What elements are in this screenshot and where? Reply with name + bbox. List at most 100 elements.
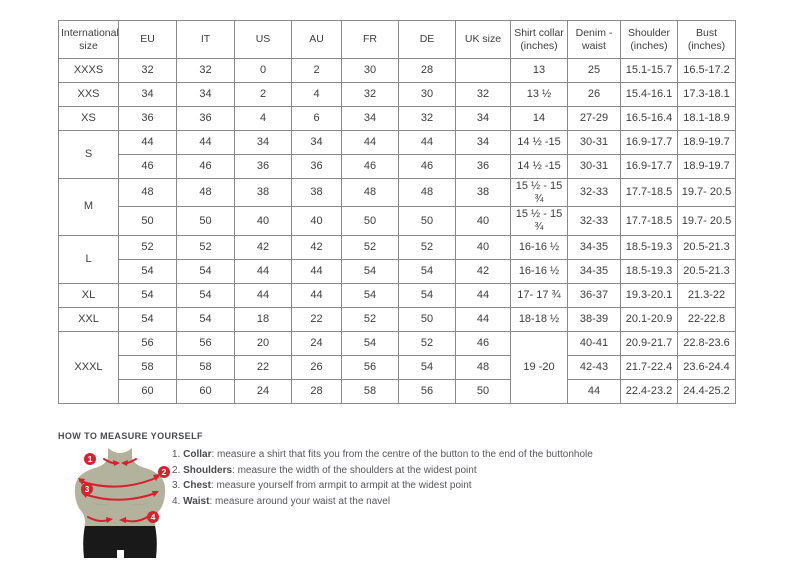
table-cell: 56 (341, 354, 399, 380)
table-cell: 50 (455, 378, 511, 404)
table-cell: 44 (341, 130, 399, 155)
table-cell: 15 ½ - 15 ¾ (510, 177, 568, 208)
header-row: International size EU IT US AU FR DE UK size Shi… (58, 20, 736, 59)
table-cell: 44 (176, 130, 235, 155)
column-header: FR (341, 20, 399, 59)
table-cell (455, 58, 511, 83)
table-cell: 48 (398, 177, 456, 208)
table-cell: 20.1-20.9 (620, 306, 678, 332)
measure-step-waist: 4. Waist: measure around your waist at t… (172, 494, 593, 510)
table-cell: 54 (176, 258, 235, 284)
table-cell: 18.9-19.7 (677, 154, 736, 179)
table-cell: 18.5-19.3 (620, 234, 678, 260)
table-cell: 16-16 ½ (510, 258, 568, 284)
table-cell: 52 (398, 330, 456, 356)
table-cell: 17.3-18.1 (677, 82, 736, 107)
chest-shading (90, 502, 150, 506)
table-row: M 48 48 38 38 48 48 38 15 ½ - 15 ¾ 32-33 17.7-18.5… (58, 177, 736, 236)
table-cell: 16.9-17.7 (620, 130, 678, 155)
table-cell: 13 ½ (510, 82, 568, 107)
table-cell: 58 (176, 354, 235, 380)
table-cell: 46 (176, 154, 235, 179)
table-cell: 58 (341, 378, 399, 404)
table-cell: 36 (118, 106, 177, 131)
table-cell: 27-29 (567, 106, 621, 131)
table-row: 50 50 40 40 50 50 40 15 ½ - 15 ¾ 32-33 17.7-18.5 1… (59, 206, 736, 236)
table-cell: 19.7- 20.5 (677, 177, 736, 208)
table-cell: 17.7-18.5 (620, 177, 678, 208)
table-cell: 34 (291, 130, 342, 155)
waist-arrow-right (123, 515, 150, 523)
table-cell: 44 (567, 378, 621, 404)
table-cell: 15.4-16.1 (620, 82, 678, 107)
table-cell: 19.7- 20.5 (677, 206, 736, 236)
table-cell: XS (58, 106, 119, 131)
table-cell: 56 (118, 330, 177, 356)
measure-step-chest: 3. Chest: measure yourself from armpit t… (172, 478, 593, 494)
table-cell: 13 (510, 58, 568, 83)
table-row: 60 60 24 28 58 56 50 44 22.4-23.2 24.4-25.2 (59, 378, 736, 404)
table-cell: 26 (567, 82, 621, 107)
table-cell: 54 (341, 258, 399, 284)
table-cell: 40 (234, 206, 292, 236)
waist-arrow-head-right (106, 517, 113, 523)
table-cell: 52 (341, 306, 399, 332)
torso-shape (74, 448, 166, 532)
chest-arrow-head-right (152, 491, 159, 497)
table-cell: 50 (398, 206, 456, 236)
svg-text:3: 3 (85, 484, 90, 494)
table-cell: 19.3-20.1 (620, 282, 678, 308)
table-cell: 48 (341, 177, 399, 208)
table-cell: 50 (398, 306, 456, 332)
table-cell: 38-39 (567, 306, 621, 332)
column-header: EU (118, 20, 177, 59)
table-cell: 32 (455, 82, 511, 107)
table-cell: 4 (291, 82, 342, 107)
table-cell: XXL (58, 306, 119, 332)
table-cell: 42 (455, 258, 511, 284)
table-cell: 44 (234, 258, 292, 284)
table-cell: 48 (118, 177, 177, 208)
table-cell: 32-33 (567, 177, 621, 208)
table-cell: 34-35 (567, 234, 621, 260)
table-cell: 36 (176, 106, 235, 131)
table-cell: 15.1-15.7 (620, 58, 678, 83)
table-cell: 30 (398, 82, 456, 107)
step-text: : measure a shirt that fits you from the… (211, 449, 593, 460)
step-text: : measure around your waist at the navel (209, 495, 391, 507)
step-number: 4. (172, 495, 184, 507)
table-cell: 52 (398, 234, 456, 260)
table-cell: 0 (234, 58, 292, 83)
measurement-figure: 1 2 3 4 (58, 446, 173, 566)
table-cell: 30 (341, 58, 399, 83)
table-cell: 20.9-21.7 (620, 330, 678, 356)
table-cell: 2 (291, 58, 342, 83)
table-cell: 32-33 (567, 206, 621, 236)
table-cell: 36 (234, 154, 292, 179)
measure-steps: 1. Collar: measure a shirt that fits you… (172, 447, 593, 509)
badge-2: 2 (158, 466, 170, 478)
table-row: 58 58 22 26 56 54 48 42-43 21.7-22.4 23.6-24.4 (59, 354, 736, 380)
table-cell: 14 ½ -15 (510, 130, 568, 155)
table-cell: 50 (118, 206, 177, 236)
table-cell: 18-18 ½ (510, 306, 568, 332)
collar-arrow-head-left (121, 460, 128, 466)
table-cell: 38 (291, 177, 342, 208)
table-cell: M (58, 178, 119, 236)
table-cell: 16-16 ½ (510, 234, 568, 260)
table-cell: 44 (455, 282, 511, 308)
measure-section-title: HOW TO MEASURE YOURSELF (58, 431, 203, 441)
table-cell: 21.7-22.4 (620, 354, 678, 380)
table-cell: 32 (118, 58, 177, 83)
table-cell: 54 (176, 306, 235, 332)
table-cell: 44 (455, 306, 511, 332)
table-cell: 44 (234, 282, 292, 308)
table-cell: 54 (176, 282, 235, 308)
collar-arrow-head-right (113, 460, 120, 466)
table-cell: 2 (234, 82, 292, 107)
table-cell: 44 (291, 282, 342, 308)
chest-arrow (83, 492, 157, 501)
table-cell: S (58, 130, 119, 179)
table-cell: 16.5-16.4 (620, 106, 678, 131)
table-cell: 50 (176, 206, 235, 236)
